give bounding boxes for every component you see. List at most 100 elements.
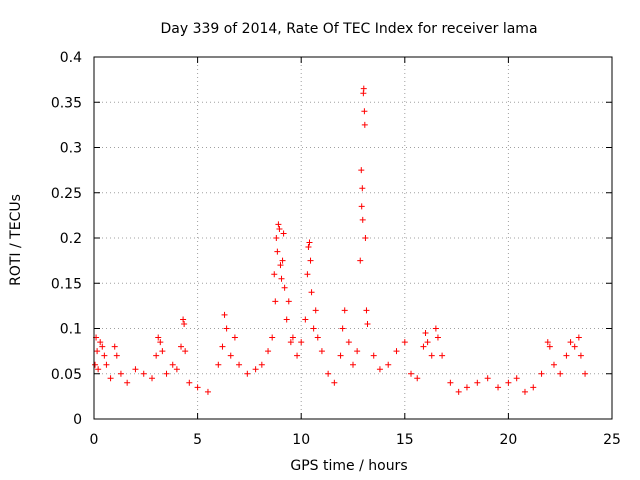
data-point [385,361,392,368]
x-tick-label: 10 [292,432,310,448]
data-point [298,339,305,346]
data-point [276,225,283,232]
data-point [280,230,287,237]
y-tick-label: 0.4 [60,50,82,66]
y-tick-label: 0.1 [60,322,82,338]
data-point [408,370,415,377]
data-point [95,366,102,373]
data-point [287,339,294,346]
data-point [567,339,574,346]
data-point [357,257,364,264]
data-point [428,352,435,359]
data-point [358,203,365,210]
data-point [236,361,243,368]
data-point [376,366,383,373]
data-point [181,320,188,327]
data-point [194,384,201,391]
data-point [314,334,321,341]
data-point [393,348,400,355]
data-point [571,343,578,350]
y-axis-label: ROTI / TECUs [8,194,24,286]
data-point [354,348,361,355]
data-point [305,244,312,251]
data-points [92,85,589,395]
data-point [273,235,280,241]
data-point [530,384,537,391]
data-point [219,343,226,350]
data-point [550,361,557,368]
data-point [92,361,99,368]
x-tick-label: 20 [499,432,517,448]
data-point [117,370,124,377]
data-point [169,361,176,368]
data-point [345,339,352,346]
grid-lines [94,57,612,419]
data-point [363,307,370,314]
data-point [101,352,108,359]
data-point [140,370,147,377]
data-point [186,379,193,386]
data-point [99,343,106,350]
data-point [272,298,279,305]
data-point [364,320,371,327]
data-point [221,311,228,318]
data-point [289,334,296,341]
x-axis-label: GPS time / hours [290,458,407,474]
data-point [312,307,319,314]
data-point [231,334,238,341]
data-point [521,388,528,395]
data-point [582,370,589,377]
data-point [94,348,101,355]
data-point [97,339,104,346]
data-point [484,375,491,382]
data-point [350,361,356,368]
data-point [546,343,553,350]
data-point [563,352,570,359]
data-point [302,316,309,323]
data-point [447,379,454,386]
x-tick-label: 5 [193,432,202,448]
data-point [149,375,156,382]
data-point [285,298,292,305]
y-tick-label: 0.35 [51,95,82,111]
x-tick-label: 25 [603,432,621,448]
x-tick-label: 0 [90,432,99,448]
data-point [163,370,170,377]
data-point [178,343,185,350]
x-tick-label: 15 [396,432,414,448]
data-point [359,216,366,223]
data-point [204,388,211,395]
data-point [575,334,582,341]
data-point [359,185,366,192]
data-point [279,257,286,264]
y-tick-label: 0.25 [51,186,82,202]
data-point [577,352,584,359]
data-point [294,352,301,359]
data-point [310,325,317,332]
data-point [360,85,367,92]
data-point [463,384,470,391]
data-point [107,375,114,382]
data-point [269,334,276,341]
data-point [432,325,439,332]
data-point [283,316,290,323]
y-tick-label: 0.15 [51,276,82,292]
data-point [513,375,520,382]
data-point [455,388,462,395]
data-point [103,361,110,368]
data-point [281,284,288,291]
data-point [318,348,325,355]
data-point [337,352,344,359]
data-point [278,275,285,282]
data-point [331,379,338,386]
y-tick-label: 0.3 [60,141,82,157]
data-point [265,348,272,355]
data-point [422,330,429,337]
data-point [157,339,164,346]
data-point [304,271,311,278]
data-point [538,370,545,377]
data-point [271,271,278,278]
data-point [182,348,189,355]
data-point [124,379,131,386]
data-point [308,289,315,296]
